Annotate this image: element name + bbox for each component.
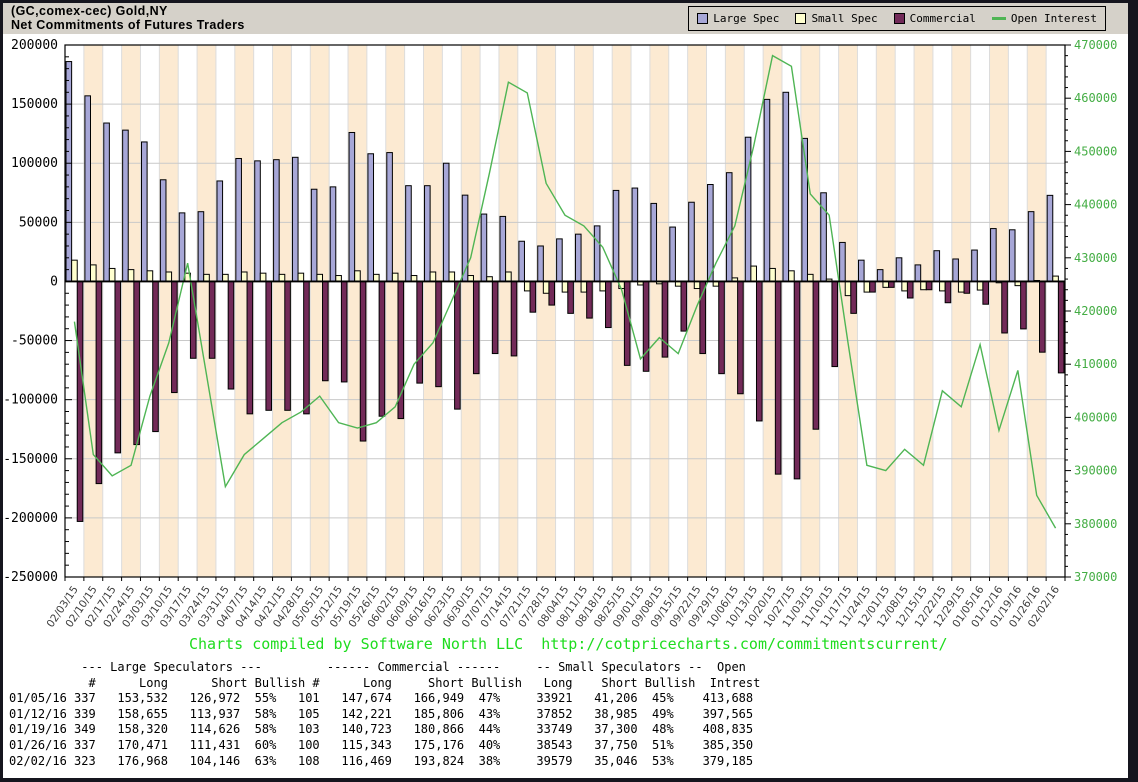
svg-text:-150000: -150000 (3, 452, 58, 467)
chart-title-subtitle: Net Commitments of Futures Traders (11, 19, 245, 33)
svg-text:370000: 370000 (1074, 570, 1117, 584)
large-spec-swatch-icon (697, 13, 708, 24)
open-interest-line-swatch-icon (992, 17, 1006, 20)
svg-text:430000: 430000 (1074, 251, 1117, 265)
svg-text:200000: 200000 (11, 38, 58, 53)
right-axis: 370000 380000 390000 400000 410000 420000 4300… (1065, 38, 1117, 584)
svg-text:100000: 100000 (11, 156, 58, 171)
svg-text:420000: 420000 (1074, 304, 1117, 318)
x-axis: 02/03/1502/10/1502/17/1502/24/1503/03/15… (45, 577, 1065, 630)
chart-title-symbol: (GC,comex-cec) Gold,NY (11, 5, 245, 19)
credit-line: Charts compiled by Software North LLC ht… (189, 635, 948, 653)
svg-text:390000: 390000 (1074, 464, 1117, 478)
svg-text:-250000: -250000 (3, 570, 58, 585)
svg-text:-100000: -100000 (3, 393, 58, 408)
cot-chart-window: (GC,comex-cec) Gold,NY Net Commitments o… (0, 0, 1138, 782)
svg-text:470000: 470000 (1074, 38, 1117, 52)
legend-label: Open Interest (1011, 12, 1097, 25)
legend-item-commercial: Commercial (894, 12, 976, 25)
legend-item-small-spec: Small Spec (795, 12, 877, 25)
svg-text:380000: 380000 (1074, 517, 1117, 531)
svg-text:400000: 400000 (1074, 410, 1117, 424)
left-axis: -250000 -200000 -150000 -100000 -50000 0 50000… (3, 38, 72, 585)
svg-text:460000: 460000 (1074, 91, 1117, 105)
small-spec-swatch-icon (795, 13, 806, 24)
commercial-swatch-icon (894, 13, 905, 24)
svg-text:-50000: -50000 (11, 334, 58, 349)
cot-data-table: --- Large Speculators --- ------ Commerc… (9, 660, 760, 769)
legend-item-large-spec: Large Spec (697, 12, 779, 25)
svg-text:0: 0 (50, 274, 58, 289)
svg-text:150000: 150000 (11, 97, 58, 112)
title-block: (GC,comex-cec) Gold,NY Net Commitments o… (11, 5, 245, 32)
svg-text:410000: 410000 (1074, 357, 1117, 371)
chart-header-bar: (GC,comex-cec) Gold,NY Net Commitments o… (3, 3, 1128, 34)
chart-legend: Large Spec Small Spec Commercial Open In… (688, 6, 1106, 31)
legend-label: Large Spec (713, 12, 779, 25)
svg-text:-200000: -200000 (3, 511, 58, 526)
svg-text:50000: 50000 (19, 215, 58, 230)
legend-label: Small Spec (811, 12, 877, 25)
legend-label: Commercial (910, 12, 976, 25)
svg-text:440000: 440000 (1074, 198, 1117, 212)
legend-item-open-interest: Open Interest (992, 12, 1097, 25)
svg-text:450000: 450000 (1074, 144, 1117, 158)
